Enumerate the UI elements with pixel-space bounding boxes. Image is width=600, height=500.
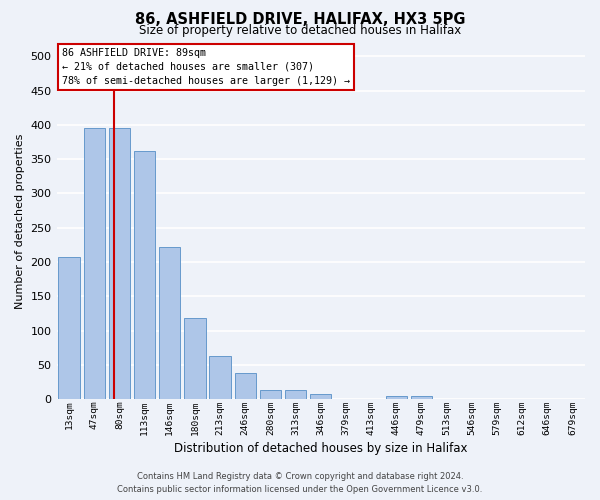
Bar — [109, 128, 130, 399]
Bar — [159, 247, 181, 399]
Bar — [260, 390, 281, 399]
X-axis label: Distribution of detached houses by size in Halifax: Distribution of detached houses by size … — [174, 442, 467, 455]
Text: Contains HM Land Registry data © Crown copyright and database right 2024.
Contai: Contains HM Land Registry data © Crown c… — [118, 472, 482, 494]
Bar — [386, 396, 407, 399]
Bar — [285, 390, 307, 399]
Bar — [83, 128, 105, 399]
Bar — [310, 394, 331, 399]
Bar — [58, 257, 80, 399]
Bar — [235, 373, 256, 399]
Text: 86 ASHFIELD DRIVE: 89sqm
← 21% of detached houses are smaller (307)
78% of semi-: 86 ASHFIELD DRIVE: 89sqm ← 21% of detach… — [62, 48, 350, 86]
Bar — [209, 356, 231, 399]
Bar — [184, 318, 206, 399]
Text: Size of property relative to detached houses in Halifax: Size of property relative to detached ho… — [139, 24, 461, 37]
Text: 86, ASHFIELD DRIVE, HALIFAX, HX3 5PG: 86, ASHFIELD DRIVE, HALIFAX, HX3 5PG — [135, 12, 465, 28]
Bar — [411, 396, 432, 399]
Y-axis label: Number of detached properties: Number of detached properties — [15, 133, 25, 308]
Bar — [134, 151, 155, 399]
